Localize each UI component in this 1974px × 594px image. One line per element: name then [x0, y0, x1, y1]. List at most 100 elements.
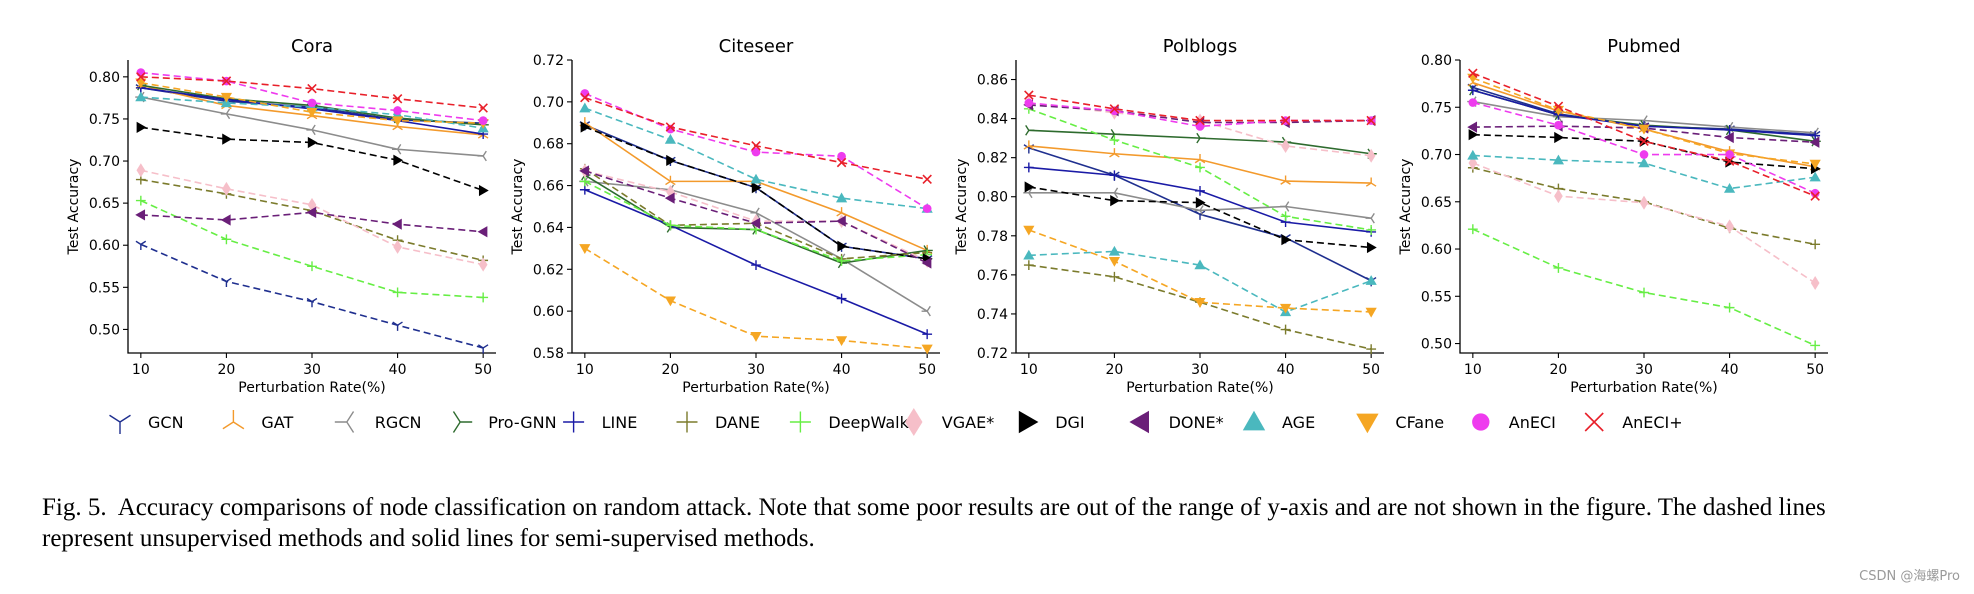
series-aneciplus: [580, 92, 932, 185]
data-point: [222, 133, 233, 145]
y-tick-label: 0.64: [533, 220, 564, 236]
series-line: [1472, 101, 1816, 194]
legend-marker: [1018, 410, 1039, 434]
y-axis-label: Test Accuracy: [954, 159, 970, 256]
x-tick-label: 20: [218, 362, 236, 378]
y-tick-label: 0.72: [533, 53, 564, 69]
legend-label: VGAE*: [942, 413, 994, 432]
data-point: [1280, 115, 1291, 126]
legend-label: DANE: [715, 413, 760, 432]
data-point: [307, 261, 317, 272]
data-point: [1809, 171, 1821, 182]
data-point: [1810, 340, 1821, 351]
x-tick-label: 10: [132, 362, 150, 378]
series-age: [579, 102, 933, 213]
series-dgi: [580, 121, 933, 265]
y-tick-label: 0.66: [533, 179, 564, 195]
data-point: [1279, 201, 1290, 212]
data-point: [136, 163, 146, 178]
x-tick-label: 40: [1721, 362, 1739, 378]
y-tick-label: 0.76: [977, 268, 1008, 284]
y-axis-label: Test Accuracy: [66, 159, 82, 256]
data-point: [221, 234, 232, 245]
data-point: [135, 209, 146, 221]
data-point: [307, 83, 317, 94]
series-line: [579, 184, 933, 340]
watermark: CSDN @海螺Pro: [1859, 569, 1960, 584]
x-tick-label: 10: [1464, 362, 1482, 378]
data-point: [1023, 162, 1034, 173]
legend-marker: [1472, 413, 1490, 431]
data-point: [1024, 181, 1035, 193]
data-point: [1365, 212, 1375, 224]
data-point: [1194, 154, 1206, 164]
data-point: [665, 122, 676, 132]
data-point: [1280, 211, 1291, 222]
data-point: [1024, 98, 1034, 108]
chart-title: Citeseer: [719, 36, 794, 57]
legend-label: CFane: [1395, 413, 1444, 432]
y-tick-label: 0.65: [89, 196, 120, 212]
series-line: [1028, 94, 1372, 122]
data-point: [1639, 150, 1649, 159]
series-line: [1028, 229, 1372, 313]
data-point: [1723, 131, 1734, 144]
series-gat: [1023, 140, 1377, 187]
data-point: [921, 305, 931, 317]
data-point: [477, 344, 489, 354]
series-dane: [135, 174, 489, 266]
series-line: [584, 180, 928, 312]
legend-item-donestar: DONE*: [1129, 410, 1224, 434]
x-tick-label: 40: [1277, 362, 1295, 378]
data-point: [392, 287, 403, 298]
legend-marker: [334, 411, 355, 433]
data-point: [477, 150, 487, 162]
data-point: [1023, 249, 1035, 260]
series-line: [140, 178, 484, 262]
legend-label: DeepWalk: [828, 413, 909, 432]
y-tick-label: 0.60: [1421, 242, 1452, 258]
data-point: [1467, 149, 1479, 160]
data-point: [1280, 324, 1291, 335]
data-point: [751, 260, 761, 270]
data-point: [1554, 131, 1565, 144]
data-point: [1468, 98, 1478, 107]
chart-panel-polblogs: Polblogs 0.72 0.74 0.76 0.78 0.80 0.82 0.84 0.86…: [954, 36, 1384, 396]
data-point: [220, 92, 233, 103]
data-point: [222, 181, 231, 196]
data-point: [220, 214, 231, 226]
data-point: [666, 154, 677, 167]
y-tick-label: 0.70: [89, 154, 120, 170]
data-point: [837, 151, 846, 161]
x-tick-label: 20: [1106, 362, 1124, 378]
data-point: [1110, 195, 1121, 207]
legend-item-aneciplus: AnECI+: [1584, 412, 1683, 432]
series-line: [140, 169, 484, 266]
data-point: [1023, 225, 1035, 236]
data-point: [1724, 302, 1735, 313]
figure: Cora 0.50 0.55 0.60 0.65 0.70 0.75 0.80 10 20 30 40…: [66, 36, 1828, 436]
data-point: [1195, 185, 1205, 196]
data-point: [221, 76, 232, 86]
series-line: [140, 71, 484, 122]
data-point: [393, 106, 402, 115]
data-point: [135, 195, 146, 206]
data-point: [1639, 136, 1649, 147]
data-point: [579, 165, 590, 177]
data-point: [1108, 187, 1119, 199]
data-point: [922, 329, 933, 340]
data-point: [1639, 287, 1649, 298]
legend-marker: [789, 411, 811, 433]
x-tick-label: 30: [303, 362, 321, 378]
x-tick-label: 10: [1020, 362, 1038, 378]
y-tick-label: 0.50: [89, 322, 120, 338]
data-point: [1195, 115, 1205, 126]
x-tick-label: 40: [833, 362, 851, 378]
chart-panel-cora: Cora 0.50 0.55 0.60 0.65 0.70 0.75 0.80 10 20 30 40…: [66, 36, 496, 396]
series-line: [584, 96, 928, 181]
data-point: [666, 184, 675, 199]
y-tick-label: 0.75: [89, 112, 120, 128]
legend-marker: [452, 411, 473, 433]
x-tick-label: 10: [576, 362, 594, 378]
data-point: [1024, 90, 1034, 100]
